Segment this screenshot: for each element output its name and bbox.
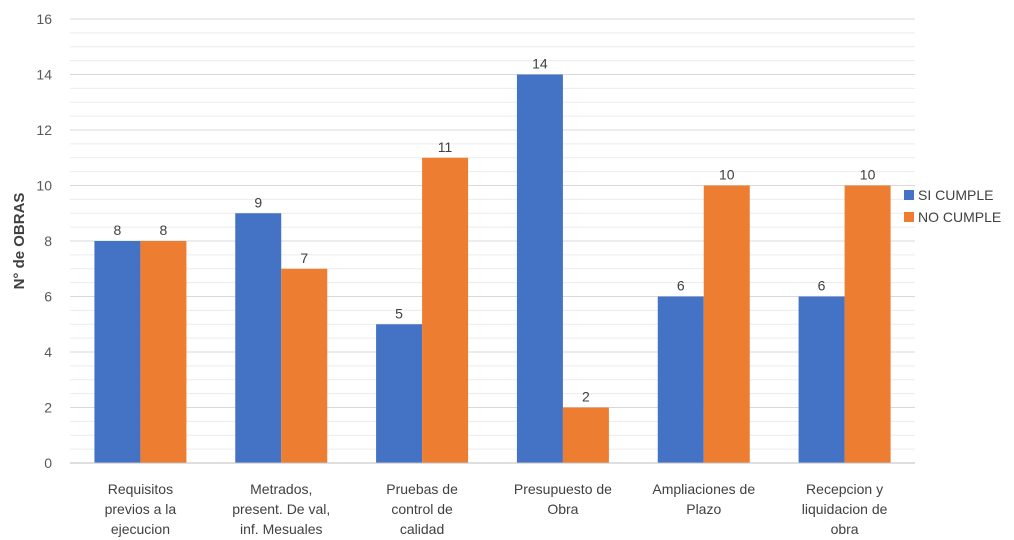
bar-si-cumple [516, 74, 563, 463]
y-tick-label: 4 [44, 344, 52, 360]
data-label: 11 [438, 139, 453, 155]
y-tick-label: 16 [36, 11, 52, 27]
y-tick-label: 0 [44, 455, 52, 471]
legend: SI CUMPLE NO CUMPLE [904, 187, 1001, 225]
y-tick-label: 12 [36, 122, 52, 138]
data-label: 10 [719, 167, 735, 183]
y-tick-label: 10 [36, 178, 52, 194]
x-category-label: Pruebas de control de calidad [386, 481, 458, 537]
data-label: 5 [395, 305, 403, 321]
data-labels: 8 8 9 7 5 11 14 2 6 10 6 10 [114, 56, 876, 405]
y-axis-ticks: 0 2 4 6 8 10 12 14 16 [36, 11, 52, 471]
data-label: 6 [677, 278, 685, 294]
data-label: 14 [532, 56, 548, 72]
data-label: 8 [160, 222, 168, 238]
legend-swatch [904, 212, 914, 222]
data-label: 8 [114, 222, 122, 238]
bar-si-cumple [657, 296, 704, 463]
bar-no-cumple [703, 185, 750, 463]
data-label: 6 [818, 278, 826, 294]
x-category-label: Recepcion y liquidacion de obra [802, 481, 888, 537]
data-label: 10 [860, 167, 876, 183]
bars [94, 74, 891, 463]
data-label: 2 [582, 389, 590, 405]
bar-si-cumple [376, 324, 423, 463]
data-label: 7 [300, 250, 308, 266]
data-label: 9 [254, 194, 262, 210]
bar-si-cumple [798, 296, 845, 463]
legend-swatch [904, 190, 914, 200]
x-category-label: Ampliaciones de Plazo [652, 481, 755, 517]
bar-no-cumple [844, 185, 891, 463]
gridlines [70, 18, 915, 450]
legend-label: SI CUMPLE [918, 187, 993, 203]
y-tick-label: 6 [44, 289, 52, 305]
bar-si-cumple [235, 213, 282, 463]
bar-no-cumple [140, 241, 187, 463]
legend-label: NO CUMPLE [918, 209, 1001, 225]
y-tick-label: 8 [44, 233, 52, 249]
bar-no-cumple [422, 157, 469, 463]
x-category-label: Requisitos previos a la ejecucion [105, 481, 177, 537]
bar-no-cumple [562, 407, 609, 463]
x-axis-categories: Requisitos previos a la ejecucion Metrados,… [105, 481, 888, 537]
x-category-label: Metrados, present. De val, inf. Mesuales [232, 481, 330, 537]
y-tick-label: 2 [44, 400, 52, 416]
y-axis-title: N° de OBRAS [11, 193, 28, 290]
y-tick-label: 14 [36, 67, 52, 83]
bar-si-cumple [94, 241, 141, 463]
bar-no-cumple [281, 268, 328, 463]
x-category-label: Presupuesto de Obra [514, 481, 612, 517]
